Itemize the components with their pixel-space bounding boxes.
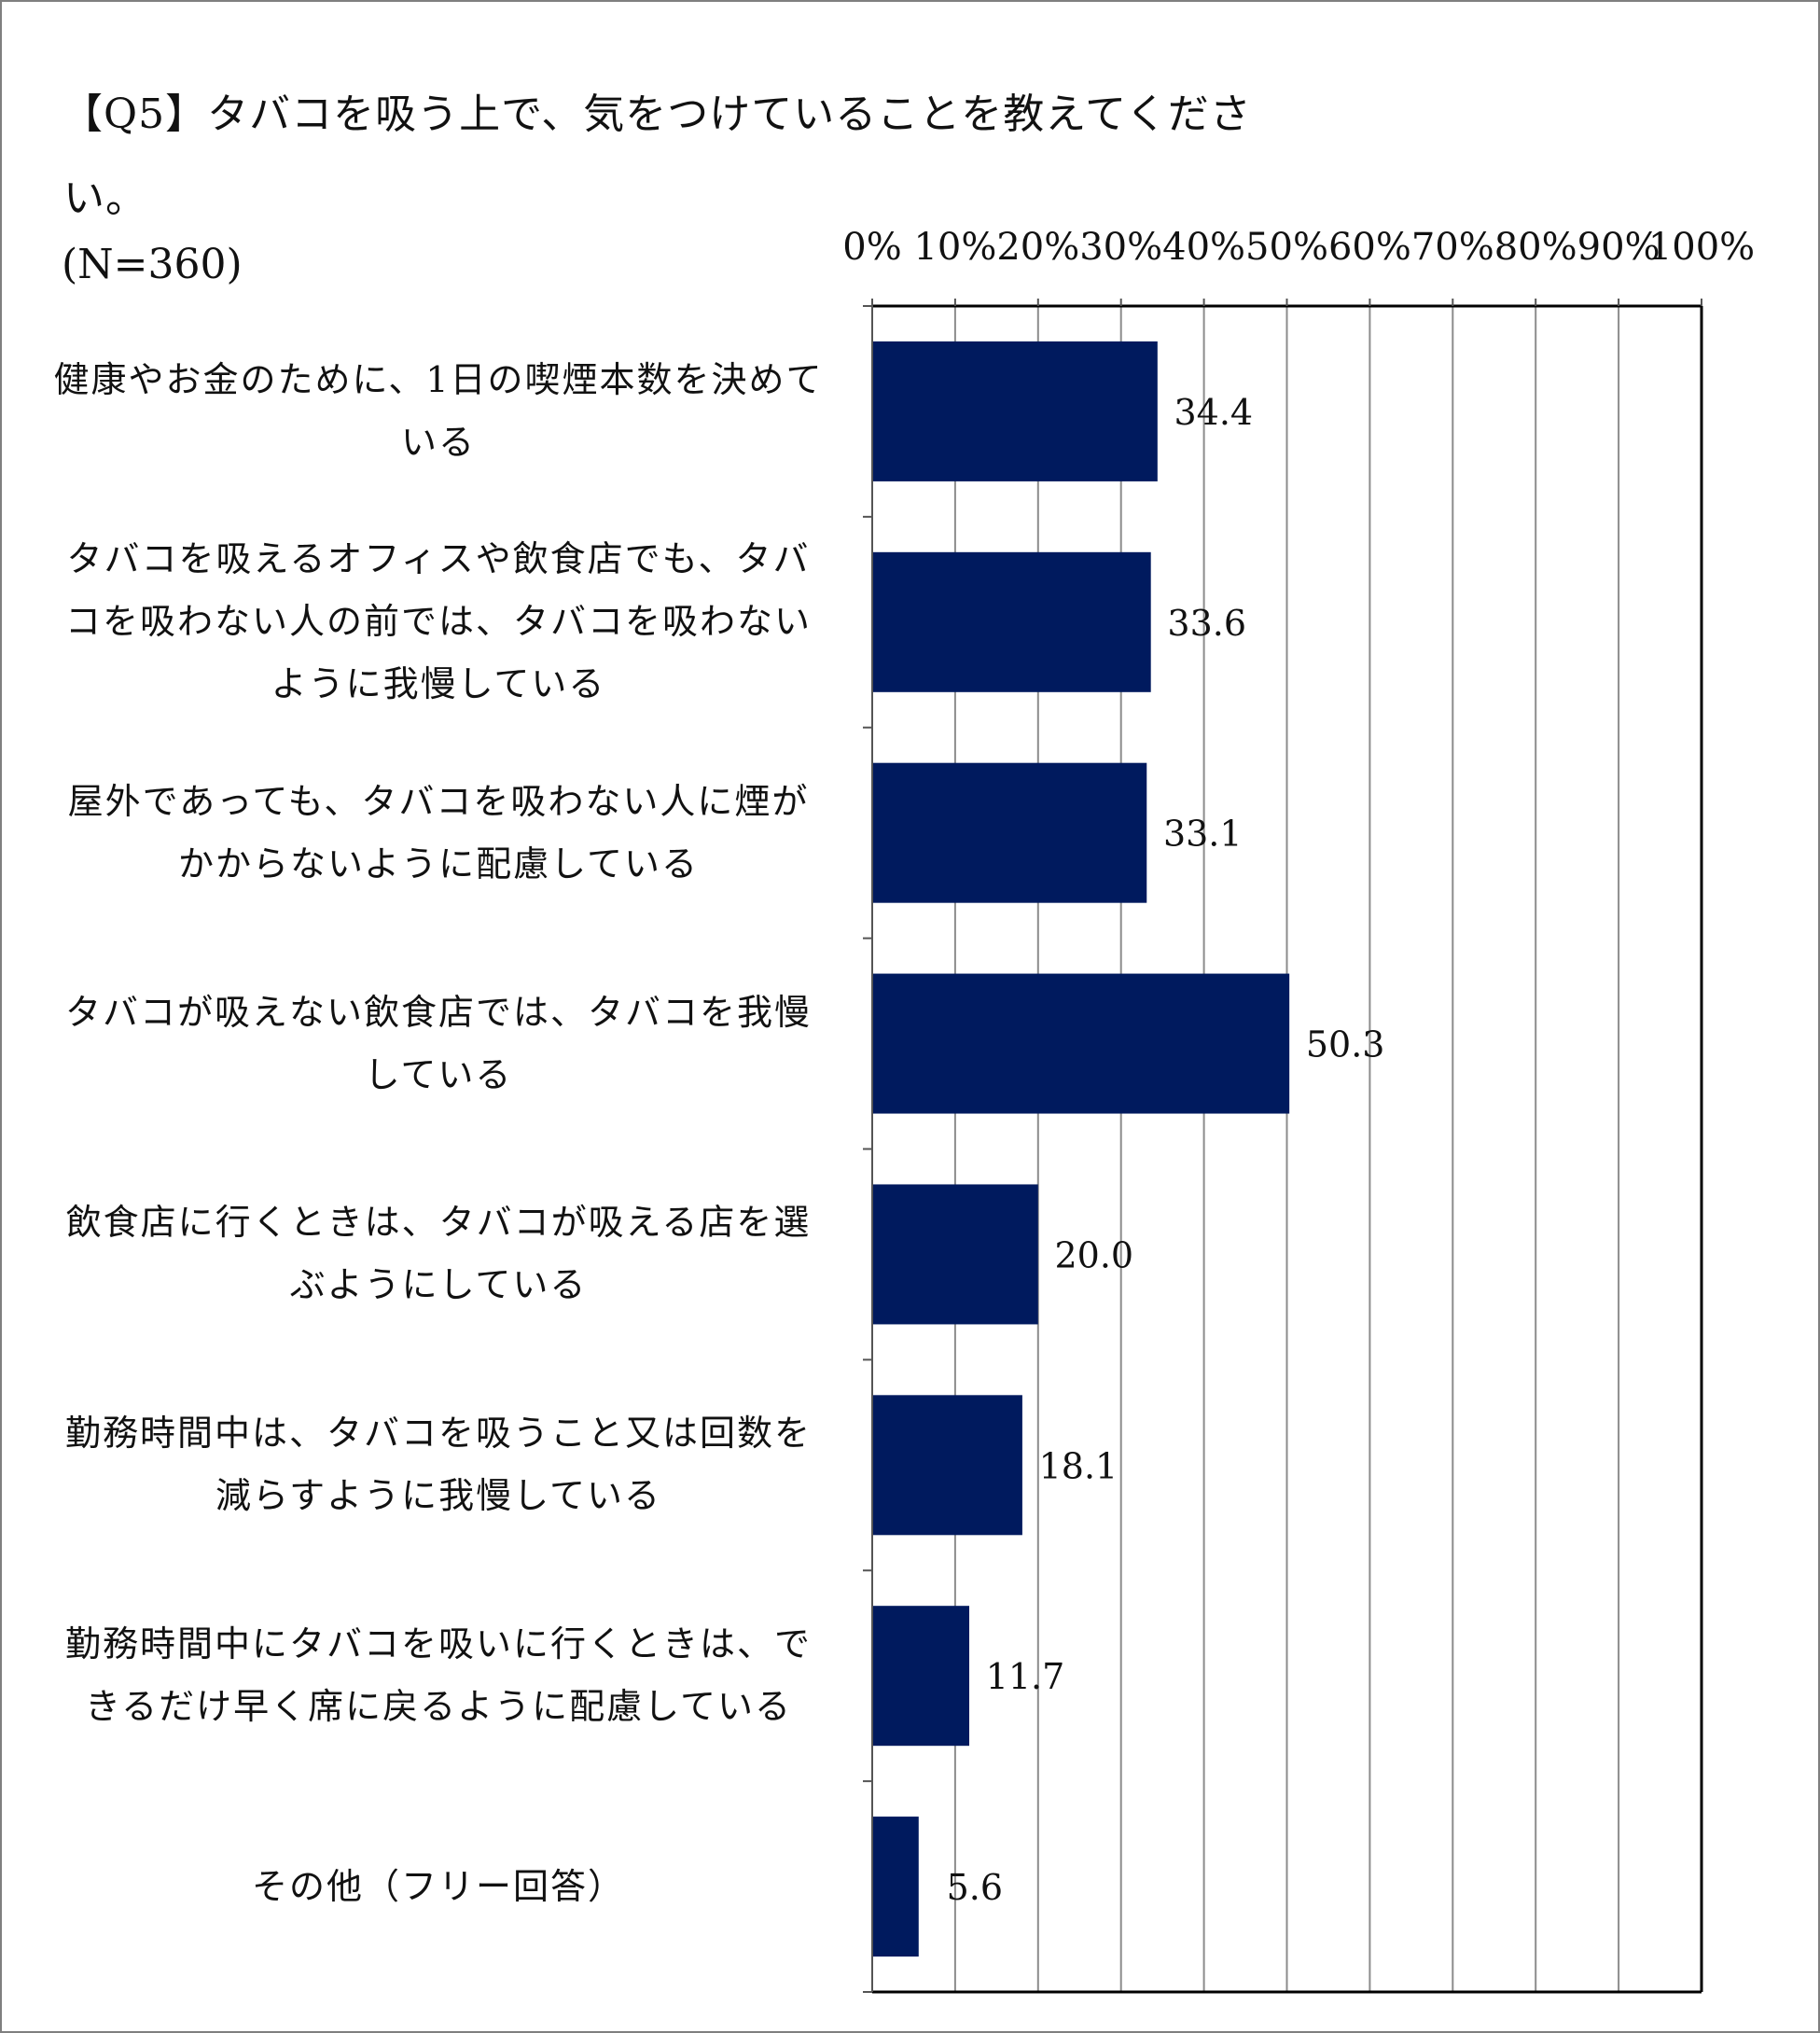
x-tick-label: 30% bbox=[1079, 226, 1162, 269]
category-label-line: タバコが吸えない飲食店では、タバコを我慢 bbox=[64, 991, 812, 1033]
category-label: タバコが吸えない飲食店では、タバコを我慢 している bbox=[37, 982, 840, 1107]
x-tick-label: 20% bbox=[996, 226, 1079, 269]
x-tick-label: 80% bbox=[1494, 226, 1577, 269]
x-tick-label: 50% bbox=[1245, 226, 1328, 269]
category-label: 勤務時間中にタバコを吸いに行くときは、で きるだけ早く席に戻るように配慮している bbox=[37, 1613, 840, 1738]
bar bbox=[872, 1817, 919, 1957]
category-label-line: 屋外であっても、タバコを吸わない人に煙が bbox=[67, 780, 810, 822]
value-label: 34.4 bbox=[1174, 392, 1254, 433]
x-tick-label: 100% bbox=[1648, 226, 1755, 269]
x-tick-label: 10% bbox=[913, 226, 996, 269]
category-label: タバコを吸えるオフィスや飲食店でも、タバ コを吸わない人の前では、タバコを吸わない… bbox=[37, 528, 840, 716]
bars bbox=[872, 341, 1290, 1957]
value-label: 20.0 bbox=[1054, 1234, 1133, 1275]
category-label-line: 勤務時間中は、タバコを吸うこと又は回数を bbox=[64, 1413, 812, 1455]
x-tick-label: 60% bbox=[1328, 226, 1411, 269]
category-label-line: かからないように配慮している bbox=[177, 842, 700, 884]
value-label: 5.6 bbox=[947, 1867, 1003, 1908]
category-label-line: コを吸わない人の前では、タバコを吸わない bbox=[64, 601, 812, 643]
category-label: 屋外であっても、タバコを吸わない人に煙が かからないように配慮している bbox=[37, 771, 840, 896]
x-tick-labels: 0% 10% 20% 30% 40% 50% 60% 70% 80% 90%100% bbox=[842, 226, 1755, 269]
bar bbox=[872, 551, 1151, 692]
category-label-line: いる bbox=[400, 421, 476, 463]
x-tick-label: 70% bbox=[1411, 226, 1494, 269]
sample-size-label: (N=360) bbox=[62, 241, 243, 288]
bar bbox=[872, 1606, 970, 1747]
chart-title-line-1: 【Q5】タバコを吸う上で、気をつけていることを教えてくださ bbox=[62, 91, 1252, 138]
bar bbox=[872, 762, 1147, 903]
category-label: その他（フリー回答） bbox=[37, 1856, 840, 1918]
value-label: 33.6 bbox=[1167, 603, 1246, 644]
category-label: 勤務時間中は、タバコを吸うこと又は回数を 減らすように我慢している bbox=[37, 1402, 840, 1527]
bar bbox=[872, 973, 1290, 1114]
category-label-line: きるだけ早く席に戻るように配慮している bbox=[84, 1686, 793, 1728]
category-label-line: 減らすように我慢している bbox=[215, 1475, 662, 1517]
x-tick-label: 90% bbox=[1577, 226, 1660, 269]
category-label: 健康やお金のために、1日の喫煙本数を決めて いる bbox=[37, 349, 840, 474]
value-label: 18.1 bbox=[1039, 1445, 1118, 1486]
value-labels: 34.4 33.6 33.1 50.3 20.0 18.1 11.7 5.6 bbox=[947, 392, 1385, 1908]
category-label-line: している bbox=[364, 1053, 513, 1095]
value-label: 11.7 bbox=[986, 1656, 1065, 1697]
chart-title-line-2: い。 bbox=[63, 174, 147, 222]
value-label: 50.3 bbox=[1306, 1024, 1385, 1065]
bar bbox=[872, 1184, 1038, 1325]
category-label-line: 健康やお金のために、1日の喫煙本数を決めて bbox=[53, 358, 824, 400]
category-label-line: ぶようにしている bbox=[289, 1264, 588, 1306]
bar bbox=[872, 1395, 1022, 1536]
bar bbox=[872, 341, 1158, 481]
x-tick-label: 40% bbox=[1162, 226, 1245, 269]
category-label-line: ように我慢している bbox=[271, 663, 606, 705]
category-label-line: タバコを吸えるオフィスや飲食店でも、タバ bbox=[66, 538, 811, 580]
category-label-line: 勤務時間中にタバコを吸いに行くときは、で bbox=[64, 1623, 812, 1665]
value-label: 33.1 bbox=[1163, 814, 1243, 855]
category-label: 飲食店に行くときは、タバコが吸える店を選 ぶようにしている bbox=[37, 1191, 840, 1316]
category-label-line: その他（フリー回答） bbox=[251, 1865, 625, 1907]
axes bbox=[863, 299, 1703, 1994]
category-label-line: 飲食店に行くときは、タバコが吸える店を選 bbox=[65, 1202, 812, 1244]
x-tick-label: 0% bbox=[842, 226, 901, 269]
